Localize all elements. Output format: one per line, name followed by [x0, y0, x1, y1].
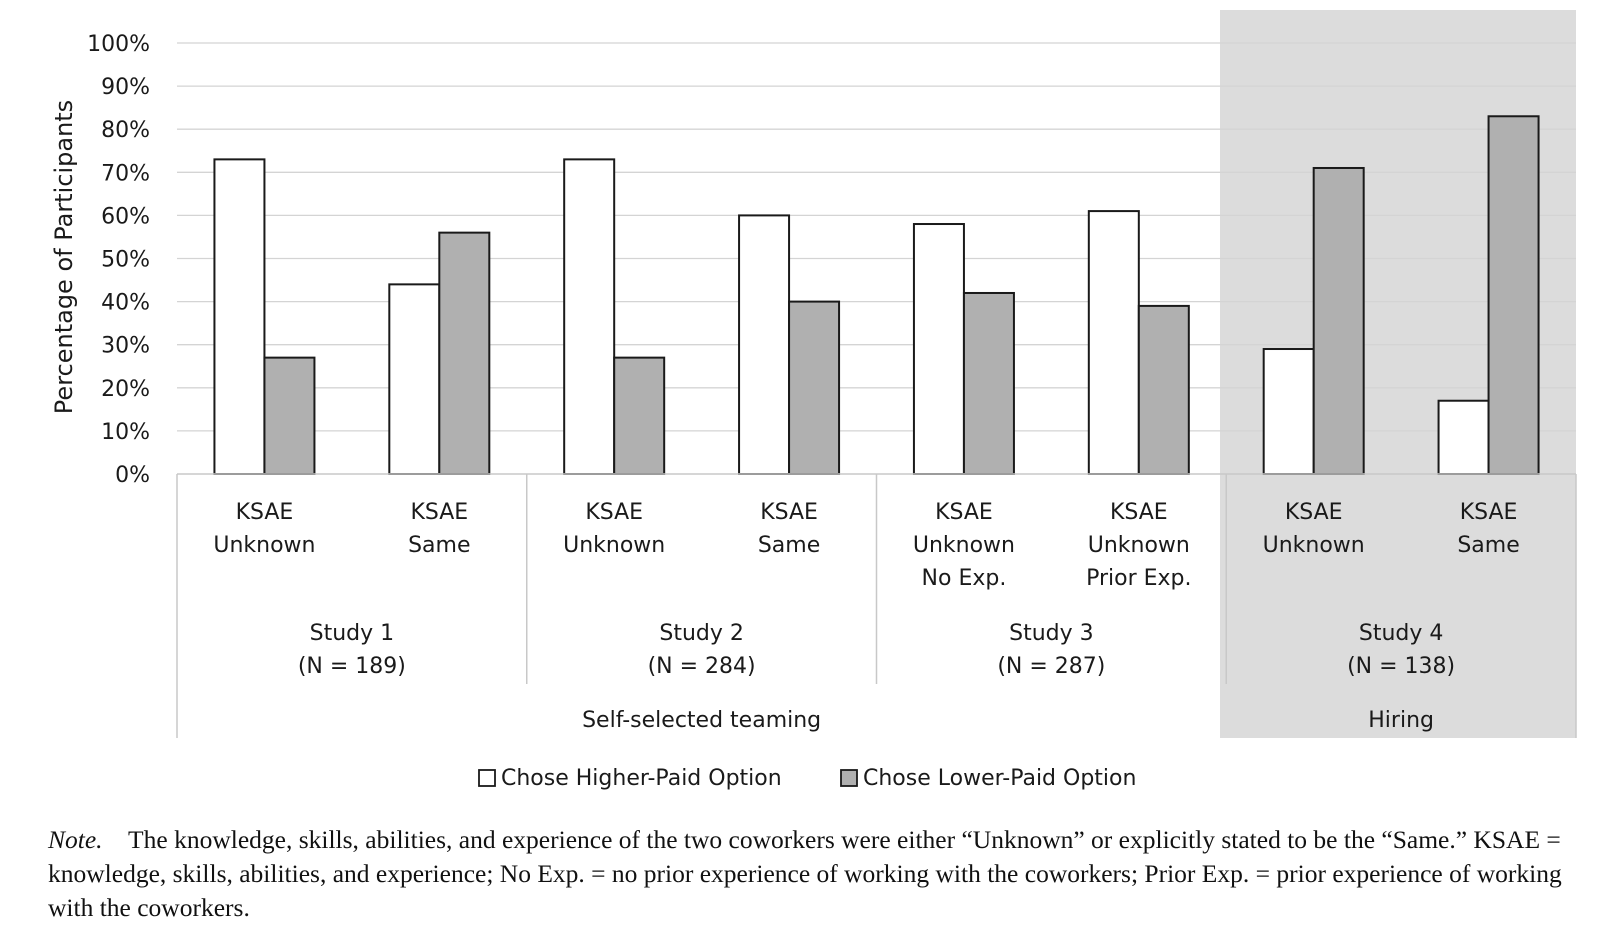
category-label: KSAE	[585, 500, 643, 525]
bar-lower-paid	[438, 231, 491, 475]
bar-higher-paid	[1262, 348, 1315, 476]
group-label: Hiring	[1368, 708, 1434, 733]
y-tick-label: 20%	[101, 377, 150, 402]
figure-note: Note. The knowledge, skills, abilities, …	[48, 823, 1613, 925]
y-tick-label: 90%	[101, 75, 150, 100]
category-label: KSAE	[410, 500, 468, 525]
category-label: KSAE	[1460, 500, 1518, 525]
study-label: Study 3	[1009, 621, 1094, 646]
note-text: The knowledge, skills, abilities, and ex…	[48, 825, 1562, 922]
category-label: KSAE	[760, 500, 818, 525]
bar-higher-paid	[213, 158, 266, 475]
bar-lower-paid	[1137, 304, 1190, 475]
legend-label: Chose Lower-Paid Option	[863, 766, 1136, 791]
y-tick-label: 60%	[101, 204, 150, 229]
bar-higher-paid	[1087, 210, 1140, 475]
bar-lower-paid	[263, 356, 316, 476]
study-sample-size: (N = 287)	[997, 654, 1105, 679]
bar-lower-paid	[1487, 115, 1540, 476]
bars	[213, 115, 1540, 476]
y-tick-label: 70%	[101, 161, 150, 186]
category-label: Unknown	[913, 533, 1015, 558]
y-tick-label: 10%	[101, 420, 150, 445]
bar-higher-paid	[912, 223, 965, 475]
note-lead: Note.	[48, 825, 103, 854]
study-sample-size: (N = 189)	[298, 654, 406, 679]
group-label: Self-selected teaming	[582, 708, 821, 733]
legend: Chose Higher-Paid Option Chose Lower-Paid…	[478, 766, 1136, 791]
bar-higher-paid	[738, 214, 791, 475]
study-label: Study 4	[1359, 621, 1444, 646]
y-tick-label: 80%	[101, 118, 150, 143]
category-label: Unknown	[1088, 533, 1190, 558]
y-axis-title: Percentage of Participants	[50, 100, 78, 414]
legend-swatch-higher-paid	[478, 769, 496, 787]
bar-higher-paid	[1437, 399, 1490, 476]
category-label: Unknown	[563, 533, 665, 558]
category-label: Same	[1457, 533, 1519, 558]
category-label: KSAE	[1285, 500, 1343, 525]
bar-higher-paid	[563, 158, 616, 475]
bar-higher-paid	[388, 283, 441, 475]
study-label: Study 1	[310, 621, 395, 646]
y-tick-label: 100%	[87, 32, 150, 57]
bar-lower-paid	[1312, 166, 1365, 476]
category-label: KSAE	[935, 500, 993, 525]
study-label: Study 2	[659, 621, 744, 646]
y-axis-ticks: 0% 10% 20% 30% 40% 50% 60% 70% 80% 90% 100%	[87, 32, 150, 488]
category-label: KSAE	[1110, 500, 1168, 525]
category-label: No Exp.	[922, 566, 1007, 591]
category-label: Same	[408, 533, 470, 558]
category-label: Prior Exp.	[1086, 566, 1191, 591]
legend-label: Chose Higher-Paid Option	[501, 766, 782, 791]
bar-lower-paid	[613, 356, 666, 476]
category-label: KSAE	[236, 500, 294, 525]
category-label: Same	[758, 533, 820, 558]
category-label: Unknown	[1263, 533, 1365, 558]
category-table: KSAE Unknown KSAE Same KSAE Unknown KSAE Same KS…	[176, 473, 1577, 738]
bar-lower-paid	[788, 300, 841, 475]
legend-swatch-lower-paid	[840, 769, 858, 787]
category-label: Unknown	[213, 533, 315, 558]
study-sample-size: (N = 138)	[1347, 654, 1455, 679]
y-tick-label: 40%	[101, 291, 150, 316]
bar-lower-paid	[962, 291, 1015, 476]
y-tick-label: 30%	[101, 334, 150, 359]
study-sample-size: (N = 284)	[648, 654, 756, 679]
y-tick-label: 50%	[101, 248, 150, 273]
y-tick-label: 0%	[115, 463, 150, 488]
